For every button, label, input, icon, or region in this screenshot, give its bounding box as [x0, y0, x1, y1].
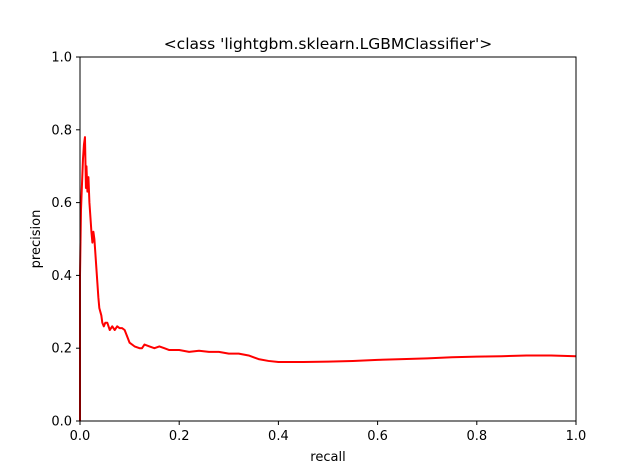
- axes-frame: [79, 56, 577, 422]
- series-line-0: [79, 136, 577, 421]
- y-tick-label: 0.0: [51, 415, 72, 430]
- x-axis-title: recall: [310, 450, 345, 465]
- y-tick-label: 0.4: [51, 269, 72, 284]
- chart-title: <class 'lightgbm.sklearn.LGBMClassifier'…: [164, 35, 493, 53]
- y-tick-label: 0.6: [51, 196, 72, 211]
- y-tick-label: 1.0: [51, 51, 72, 66]
- x-tick-label: 0.6: [367, 429, 388, 444]
- plot-area: [79, 136, 577, 421]
- x-tick-label: 1.0: [566, 429, 587, 444]
- y-tick-label: 0.8: [51, 123, 72, 138]
- x-tick-label: 0.8: [466, 429, 487, 444]
- y-axis-title: precision: [29, 210, 44, 269]
- y-tick-label: 0.2: [51, 342, 72, 357]
- y-axis: 0.0 0.2 0.4 0.6 0.8 1.0: [51, 51, 80, 430]
- x-axis: 0.0 0.2 0.4 0.6 0.8 1.0: [70, 421, 587, 444]
- x-tick-label: 0.2: [169, 429, 190, 444]
- x-tick-label: 0.0: [70, 429, 91, 444]
- x-tick-label: 0.4: [268, 429, 289, 444]
